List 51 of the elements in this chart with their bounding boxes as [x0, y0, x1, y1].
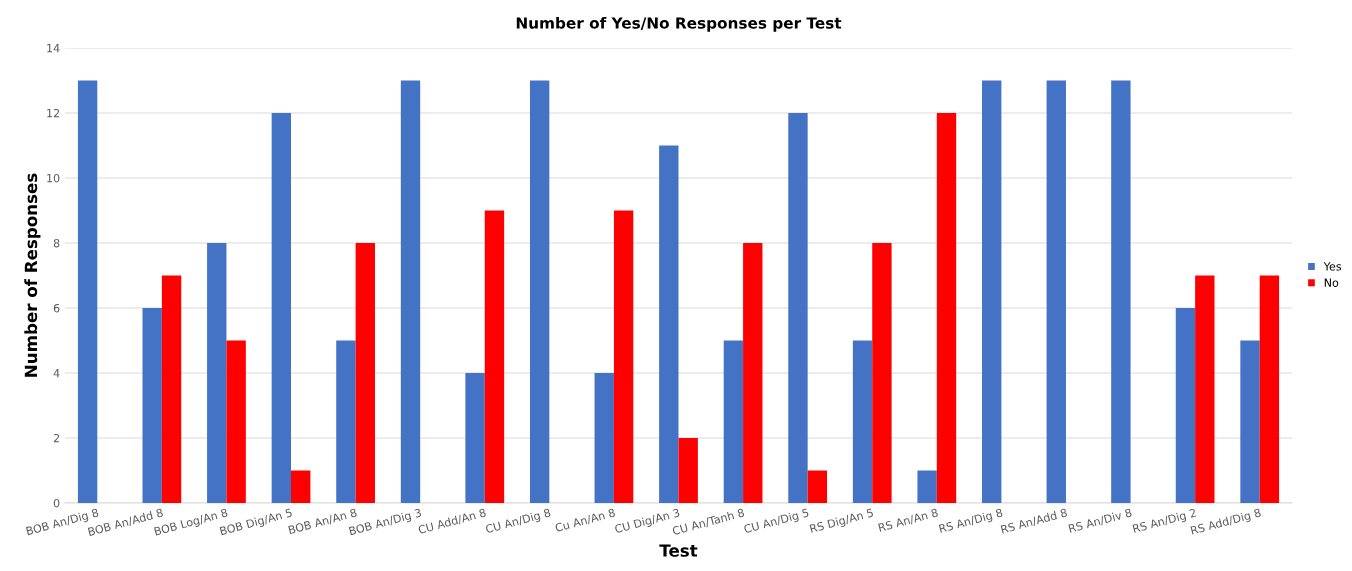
y-tick-label: 4 [53, 369, 60, 378]
bar [678, 438, 698, 503]
bar [291, 470, 311, 503]
bar [852, 340, 873, 503]
legend-label: No [1324, 278, 1339, 287]
x-tick-label: CU An/Dig 5 [743, 508, 810, 536]
bar [1175, 308, 1196, 503]
bar [788, 113, 808, 503]
bar [355, 243, 375, 503]
y-tick-label: 10 [47, 173, 60, 183]
bar [226, 340, 246, 503]
bar [1111, 80, 1131, 503]
bar [1046, 80, 1066, 503]
bar [917, 470, 937, 503]
bar [659, 145, 679, 503]
x-tick-label: RS An/Div 8 [1068, 508, 1133, 534]
bar [613, 210, 634, 503]
bar [207, 243, 227, 503]
bar [465, 373, 485, 503]
bar [1259, 275, 1280, 503]
y-axis-title: Number of Responses [24, 173, 41, 377]
y-tick-label: 6 [53, 303, 60, 313]
bar [484, 210, 505, 503]
legend-label: Yes [1323, 262, 1342, 271]
bar [529, 80, 550, 503]
chart-title: Number of Yes/No Responses per Test [516, 16, 842, 32]
bar [142, 308, 162, 503]
bar [872, 243, 892, 503]
x-tick-label: Cu An/An 8 [554, 508, 616, 533]
bar [336, 340, 356, 503]
bar [743, 243, 763, 503]
bar [161, 275, 182, 503]
y-tick-label: 14 [47, 44, 60, 53]
x-axis-title: Test [659, 544, 698, 557]
x-tick-label: RS An/An 8 [878, 508, 939, 533]
y-tick-label: 2 [53, 433, 60, 443]
bar [1240, 340, 1260, 503]
bar [594, 373, 614, 503]
bar [1195, 275, 1215, 503]
bar [723, 340, 744, 503]
bar [271, 113, 292, 503]
bar [400, 80, 421, 503]
x-tick-label: RS Dig/An 5 [809, 508, 875, 536]
y-tick-label: 8 [53, 238, 60, 248]
bar [982, 80, 1002, 503]
x-tick-label: CU An/Dig 8 [485, 508, 552, 536]
bar [807, 470, 828, 503]
y-tick-label: 12 [47, 108, 60, 118]
bar [936, 113, 957, 503]
y-tick-label: 0 [53, 498, 60, 508]
bar [77, 80, 98, 503]
